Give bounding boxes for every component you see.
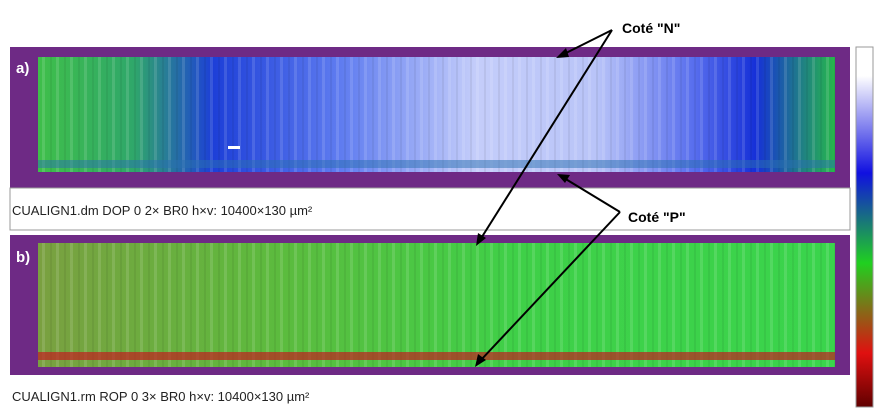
- edge-row: [38, 160, 835, 168]
- edge-row: [38, 352, 835, 360]
- arrows: [475, 29, 621, 367]
- caption-box: [10, 375, 850, 409]
- caption: CUALIGN1.rm ROP 0 3× BR0 h×v: 10400×130 …: [12, 389, 310, 404]
- panel-tag: a): [16, 60, 29, 77]
- panel-tag: b): [16, 249, 30, 266]
- caption-box: [9, 187, 851, 231]
- texture: [38, 57, 835, 172]
- spot: [228, 146, 240, 149]
- texture: [38, 243, 835, 367]
- caption: CUALIGN1.dm DOP 0 2× BR0 h×v: 10400×130 …: [12, 203, 313, 218]
- color-bar: [855, 46, 874, 408]
- side-label: Coté "P": [628, 209, 686, 225]
- side-label: Coté "N": [622, 20, 680, 36]
